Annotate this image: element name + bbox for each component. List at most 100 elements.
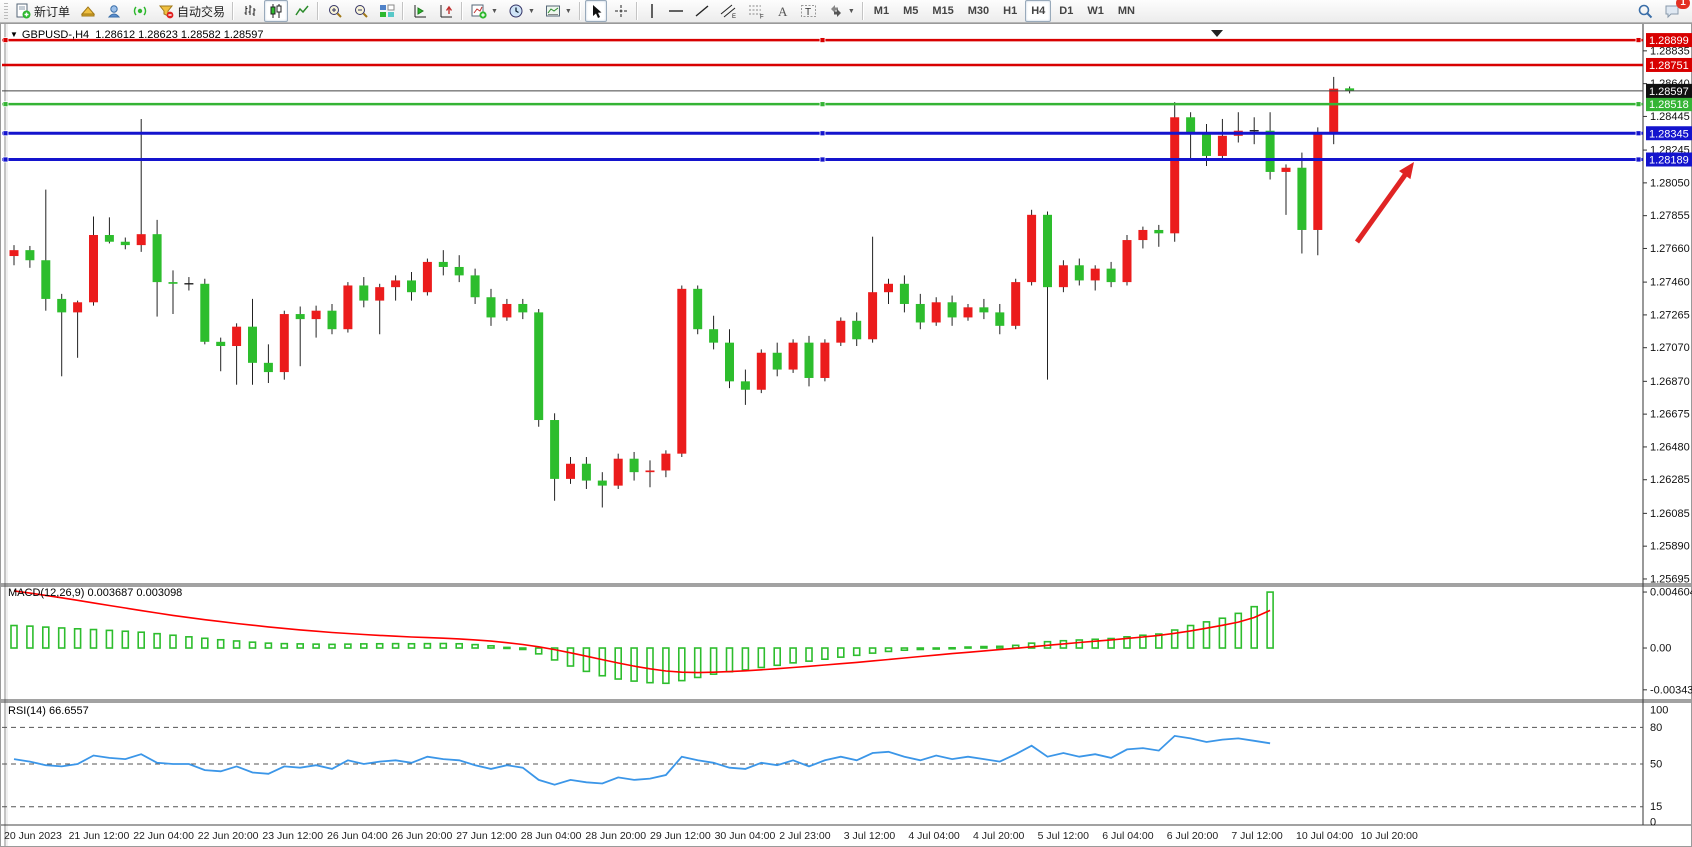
price-tick-label[interactable]: 1.26675 <box>1650 409 1690 421</box>
timeframe-button-M15[interactable]: M15 <box>932 5 954 17</box>
terminal-button[interactable] <box>102 0 126 22</box>
search-button[interactable] <box>1633 0 1658 22</box>
time-axis-label[interactable]: 22 Jun 20:00 <box>198 830 259 842</box>
macd-histogram-bar <box>836 647 845 658</box>
hline-handle[interactable] <box>2 130 9 137</box>
timeframe-button-MN[interactable]: MN <box>1117 5 1135 17</box>
hline-handle[interactable] <box>819 156 826 163</box>
time-axis-label[interactable]: 26 Jun 20:00 <box>392 830 453 842</box>
time-axis-label[interactable]: 6 Jul 20:00 <box>1167 830 1219 842</box>
signals-button[interactable] <box>128 0 152 22</box>
dropdown-arrow-icon: ▼ <box>847 7 855 15</box>
time-axis-label[interactable]: 29 Jun 12:00 <box>650 830 711 842</box>
candlestick-chart-button[interactable] <box>264 0 289 22</box>
time-axis-label[interactable]: 28 Jun 04:00 <box>521 830 582 842</box>
fibonacci-button[interactable]: F <box>744 0 770 22</box>
indicators-icon <box>471 4 487 19</box>
price-tick-label[interactable]: 1.26085 <box>1650 508 1690 520</box>
hline-handle[interactable] <box>819 37 826 43</box>
time-axis-label[interactable]: 27 Jun 12:00 <box>456 830 517 842</box>
hline-handle[interactable] <box>1635 156 1642 163</box>
hline-handle[interactable] <box>819 130 826 137</box>
vertical-line-button[interactable] <box>642 0 662 22</box>
macd-name: MACD(12,26,9) <box>8 587 85 599</box>
text-label-button[interactable]: T <box>796 0 822 22</box>
price-tick-label[interactable]: 1.28050 <box>1650 177 1690 189</box>
price-tick-label[interactable]: 1.28445 <box>1650 111 1690 123</box>
timeframe-button-W1[interactable]: W1 <box>1087 5 1104 17</box>
time-axis-label[interactable]: 4 Jul 04:00 <box>908 830 960 842</box>
indicators-button[interactable]: ▼ <box>467 0 502 22</box>
time-axis-label[interactable]: 2 Jul 23:00 <box>779 830 831 842</box>
hline-handle[interactable] <box>2 101 9 108</box>
price-tick-label[interactable]: 1.27660 <box>1650 243 1690 255</box>
hline-handle[interactable] <box>2 37 9 43</box>
price-tick-label[interactable]: 1.26870 <box>1650 376 1690 388</box>
symbol-dropdown-icon[interactable]: ▼ <box>10 30 18 39</box>
cursor-button[interactable] <box>584 0 607 22</box>
price-tick-label[interactable]: 1.25695 <box>1650 573 1690 585</box>
price-tick-label[interactable]: 1.27460 <box>1650 277 1690 289</box>
macd-label: MACD(12,26,9) 0.003687 0.003098 <box>8 587 182 599</box>
time-axis-label[interactable]: 21 Jun 12:00 <box>69 830 130 842</box>
notifications-button[interactable]: 1 <box>1660 0 1690 22</box>
price-tick-label[interactable]: 1.25890 <box>1650 541 1690 553</box>
price-tick-label[interactable]: 1.28835 <box>1650 45 1690 57</box>
new-order-button[interactable]: 新订单 <box>11 0 74 22</box>
zoom-out-button[interactable] <box>349 0 373 22</box>
tile-windows-button[interactable] <box>375 0 399 22</box>
time-axis-label[interactable]: 5 Jul 12:00 <box>1038 830 1090 842</box>
candle-body <box>852 320 862 340</box>
market-watch-button[interactable] <box>76 0 100 22</box>
text-button[interactable]: A <box>772 0 794 22</box>
time-axis-label[interactable]: 30 Jun 04:00 <box>715 830 776 842</box>
hline-handle[interactable] <box>819 101 826 108</box>
time-axis-label[interactable]: 7 Jul 12:00 <box>1231 830 1283 842</box>
candlestick-chart-icon <box>270 4 282 18</box>
hline-handle[interactable] <box>2 156 9 163</box>
price-tick-label[interactable]: 1.27855 <box>1650 210 1690 222</box>
arrow-annotation-head[interactable] <box>1399 162 1414 180</box>
zoom-in-button[interactable] <box>323 0 347 22</box>
hline-handle[interactable] <box>1635 37 1642 43</box>
time-axis-label[interactable]: 4 Jul 20:00 <box>973 830 1025 842</box>
chart-shift-marker-icon[interactable] <box>1211 30 1223 37</box>
line-chart-button[interactable] <box>290 0 314 22</box>
signals-icon <box>133 6 147 16</box>
templates-button[interactable]: ▼ <box>541 0 576 22</box>
hline-handle[interactable] <box>1635 101 1642 108</box>
price-tick-label[interactable]: 1.26480 <box>1650 441 1690 453</box>
timeframe-button-M1[interactable]: M1 <box>873 5 890 17</box>
crosshair-button[interactable] <box>609 0 633 22</box>
auto-scroll-button[interactable] <box>408 0 432 22</box>
time-axis-label[interactable]: 22 Jun 04:00 <box>133 830 194 842</box>
time-axis-label[interactable]: 10 Jul 04:00 <box>1296 830 1353 842</box>
chart-shift-button[interactable] <box>434 0 458 22</box>
hline-handle[interactable] <box>1635 130 1642 137</box>
bar-chart-button[interactable] <box>238 0 262 22</box>
timeframe-button-M5[interactable]: M5 <box>903 5 919 17</box>
time-axis-label[interactable]: 28 Jun 20:00 <box>585 830 646 842</box>
price-tick-label[interactable]: 1.27265 <box>1650 309 1690 321</box>
trendline-button[interactable] <box>690 0 714 22</box>
dropdown-arrow-icon: ▼ <box>491 7 498 15</box>
periods-button[interactable]: ▼ <box>504 0 539 22</box>
time-axis-label[interactable]: 20 Jun 2023 <box>4 830 62 842</box>
arrows-button[interactable]: ▼ <box>824 0 859 22</box>
price-tick-label[interactable]: 1.27070 <box>1650 342 1690 354</box>
timeframe-button-M30[interactable]: M30 <box>967 5 990 17</box>
autotrading-button[interactable]: 自动交易 <box>154 0 229 22</box>
timeframe-button-H4[interactable]: H4 <box>1025 0 1052 22</box>
time-axis-label[interactable]: 26 Jun 04:00 <box>327 830 388 842</box>
arrow-annotation-shaft[interactable] <box>1354 166 1413 244</box>
horizontal-line-button[interactable] <box>664 0 688 22</box>
toolbar-group-objects: E F A T ▼ <box>641 0 860 22</box>
price-tick-label[interactable]: 1.26285 <box>1650 474 1690 486</box>
time-axis-label[interactable]: 10 Jul 20:00 <box>1361 830 1418 842</box>
equidistant-channel-button[interactable]: E <box>716 0 742 22</box>
time-axis-label[interactable]: 23 Jun 12:00 <box>262 830 323 842</box>
time-axis-label[interactable]: 3 Jul 12:00 <box>844 830 896 842</box>
time-axis-label[interactable]: 6 Jul 04:00 <box>1102 830 1154 842</box>
timeframe-button-D1[interactable]: D1 <box>1059 5 1074 17</box>
timeframe-button-H1[interactable]: H1 <box>1003 5 1018 17</box>
